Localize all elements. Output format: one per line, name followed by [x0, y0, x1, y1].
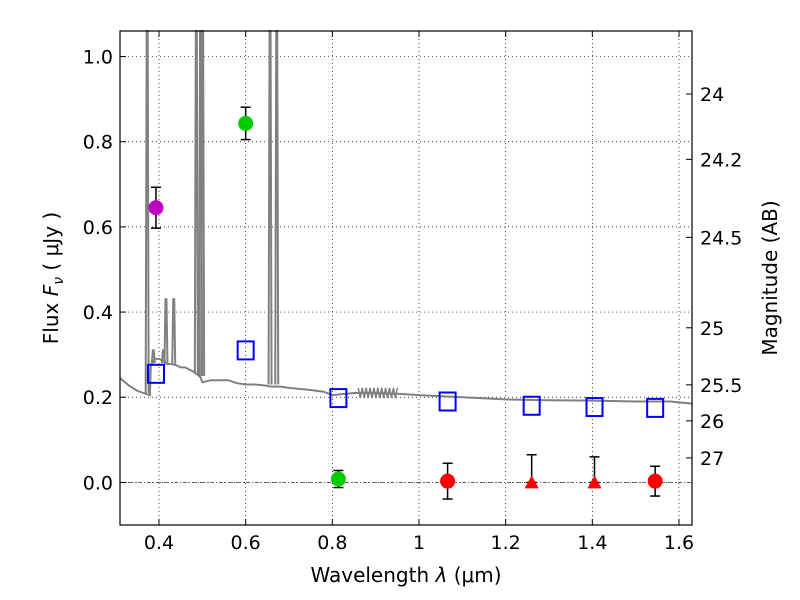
mag-tick-label: 25.5 [700, 375, 742, 397]
emission-line [150, 349, 156, 364]
emission-line [171, 298, 177, 366]
model-flux-square [236, 340, 255, 361]
x-tick-label: 0.8 [317, 532, 347, 554]
photometry-circle [440, 473, 456, 489]
x-tick-label: 0.6 [231, 532, 261, 554]
photometry-points [146, 106, 665, 500]
emission-line [163, 298, 169, 366]
upper-limit-triangle [524, 475, 539, 489]
y-axis-label: Flux Fν ( μJy ) [39, 212, 67, 344]
y-tick-label: 0.8 [83, 132, 113, 154]
mag-tick-label: 27 [700, 448, 724, 470]
model-flux-square [438, 391, 457, 412]
mag-tick-label: 25 [700, 318, 724, 340]
x-tick-label: 1.6 [664, 532, 694, 554]
x-tick-label: 0.4 [144, 532, 174, 554]
model-continuum [119, 357, 693, 405]
mag-tick-label: 24.5 [700, 227, 742, 249]
right-axis-label: Magnitude (AB) [758, 200, 782, 355]
plot-frame [119, 30, 693, 526]
y-tick-label: 0.6 [83, 217, 113, 239]
model-flux-square [329, 388, 348, 409]
model-absorption-features [357, 387, 399, 399]
photometry-circle [330, 471, 346, 487]
axis-ticks: 0.4 0.6 0.8 1 1.2 1.4 1.6 0.0 0.2 0.4 0.6 0.8 1.0 24 2… [83, 31, 742, 554]
mag-tick-label: 24.2 [700, 149, 742, 171]
y-tick-label: 1.0 [83, 47, 113, 69]
x-tick-label: 1.4 [577, 532, 607, 554]
photometry-circle [148, 200, 164, 216]
x-tick-label: 1.2 [491, 532, 521, 554]
x-tick-label: 1 [413, 532, 425, 554]
model-flux-square [146, 363, 165, 384]
photometry-circle [647, 473, 663, 489]
mag-tick-label: 26 [700, 411, 724, 433]
photometry-circle [238, 115, 254, 131]
x-axis-label: Wavelength λ (μm) [310, 563, 501, 587]
model-flux-square [585, 397, 604, 418]
model-flux-square [646, 397, 665, 418]
y-tick-label: 0.2 [83, 387, 113, 409]
upper-limit-triangle [587, 475, 602, 489]
y-tick-label: 0.0 [83, 472, 113, 494]
y-tick-label: 0.4 [83, 302, 113, 324]
mag-tick-label: 24 [700, 84, 724, 106]
model-flux-square [522, 395, 541, 416]
